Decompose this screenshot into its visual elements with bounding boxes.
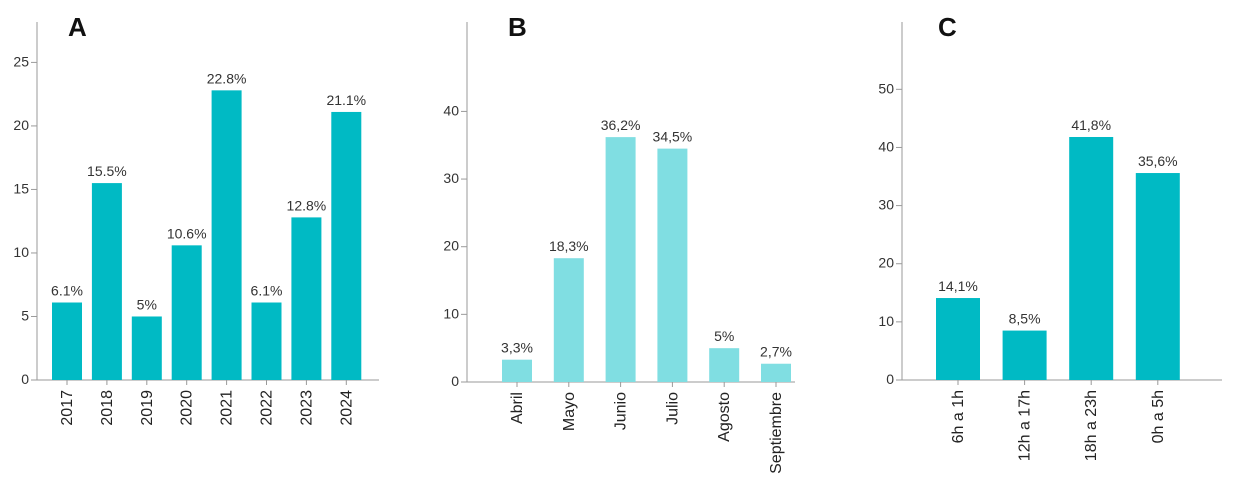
bar-b-2 xyxy=(605,137,636,382)
bar-value-label-a-4: 22.8% xyxy=(207,70,247,86)
x-category-label-c-1: 12h a 17h xyxy=(1017,390,1034,461)
bar-value-label-a-7: 21.1% xyxy=(326,92,366,108)
panel-letter-a: A xyxy=(68,12,87,42)
y-tick-label-b: 30 xyxy=(443,170,459,186)
bar-value-label-a-5: 6.1% xyxy=(251,283,283,299)
x-category-label-a-6: 2023 xyxy=(298,390,315,426)
bar-c-2 xyxy=(1069,136,1114,380)
x-category-label-a-2: 2019 xyxy=(139,390,156,426)
panel-letter-c: C xyxy=(938,12,957,42)
bar-value-label-b-5: 2,7% xyxy=(760,344,792,360)
y-tick-label-c: 30 xyxy=(878,197,894,213)
y-tick-label-a: 5 xyxy=(21,307,29,323)
y-tick-label-a: 20 xyxy=(13,117,29,133)
y-tick-label-c: 10 xyxy=(878,313,894,329)
x-category-label-c-0: 6h a 1h xyxy=(950,390,967,443)
bar-a-0 xyxy=(52,302,82,380)
x-category-label-b-1: Mayo xyxy=(561,392,578,431)
x-category-label-b-0: Abril xyxy=(509,392,526,424)
y-tick-label-a: 25 xyxy=(13,53,29,69)
bar-value-label-c-1: 8,5% xyxy=(1009,311,1041,327)
bar-value-label-b-1: 18,3% xyxy=(549,238,589,254)
bar-a-7 xyxy=(331,111,362,381)
bar-b-0 xyxy=(502,359,532,382)
bar-value-label-a-3: 10.6% xyxy=(167,225,207,241)
bar-c-3 xyxy=(1135,173,1180,380)
bar-b-5 xyxy=(761,363,791,382)
y-tick-label-c: 50 xyxy=(878,80,894,96)
y-tick-label-b: 20 xyxy=(443,238,459,254)
bar-b-3 xyxy=(657,148,688,382)
x-category-label-b-2: Junio xyxy=(613,392,630,430)
chart-panel-a: A 0 5 10 15 20 25 6.1% 2017 15.5% 2018 5% 2019 10.6% 2… xyxy=(13,12,379,426)
x-category-label-a-3: 2020 xyxy=(179,390,196,426)
bar-a-2 xyxy=(131,316,162,380)
y-tick-label-a: 0 xyxy=(21,371,29,387)
bar-b-1 xyxy=(553,258,584,382)
chart-panel-c: C 0 10 20 30 40 50 14,1% 6h a 1h 8,5% 12h a 17h 41,… xyxy=(878,12,1222,461)
y-tick-label-a: 15 xyxy=(13,180,29,196)
x-category-label-a-0: 2017 xyxy=(59,390,76,426)
x-category-label-c-3: 0h a 5h xyxy=(1150,390,1167,443)
bar-value-label-b-3: 34,5% xyxy=(653,129,693,145)
y-tick-label-c: 0 xyxy=(886,371,894,387)
bar-value-label-a-0: 6.1% xyxy=(51,283,83,299)
x-category-label-a-1: 2018 xyxy=(99,390,116,426)
bar-a-6 xyxy=(291,217,322,380)
bar-value-label-c-3: 35,6% xyxy=(1138,153,1178,169)
bar-value-label-a-1: 15.5% xyxy=(87,163,127,179)
bar-a-3 xyxy=(171,245,202,380)
y-tick-label-b: 0 xyxy=(451,373,459,389)
bar-value-label-b-4: 5% xyxy=(714,328,734,344)
bar-value-label-a-6: 12.8% xyxy=(287,197,327,213)
x-category-label-a-7: 2024 xyxy=(338,390,355,426)
x-category-label-b-4: Agosto xyxy=(716,392,733,442)
y-tick-label-b: 10 xyxy=(443,305,459,321)
y-tick-label-c: 40 xyxy=(878,138,894,154)
bar-c-0 xyxy=(936,298,980,380)
y-tick-label-c: 20 xyxy=(878,255,894,271)
x-category-label-a-4: 2021 xyxy=(219,390,236,426)
x-category-label-a-5: 2022 xyxy=(259,390,276,426)
bar-value-label-c-2: 41,8% xyxy=(1071,117,1111,133)
bar-value-label-b-2: 36,2% xyxy=(601,117,641,133)
bar-value-label-c-0: 14,1% xyxy=(938,278,978,294)
x-category-label-b-5: Septiembre xyxy=(768,392,785,474)
bar-value-label-b-0: 3,3% xyxy=(501,340,533,356)
bar-c-1 xyxy=(1002,330,1047,380)
y-tick-label-b: 40 xyxy=(443,102,459,118)
bar-b-4 xyxy=(709,348,740,382)
x-category-label-c-2: 18h a 23h xyxy=(1083,390,1100,461)
bar-a-5 xyxy=(251,302,282,380)
y-tick-label-a: 10 xyxy=(13,244,29,260)
bar-value-label-a-2: 5% xyxy=(137,296,157,312)
x-category-label-b-3: Julio xyxy=(664,392,681,425)
bar-a-4 xyxy=(211,90,242,380)
bar-a-1 xyxy=(91,183,122,380)
chart-panel-b: B 0 10 20 30 40 3,3% Abril 18,3% Mayo 36,2% Junio 34… xyxy=(443,12,795,474)
panel-letter-b: B xyxy=(508,12,527,42)
